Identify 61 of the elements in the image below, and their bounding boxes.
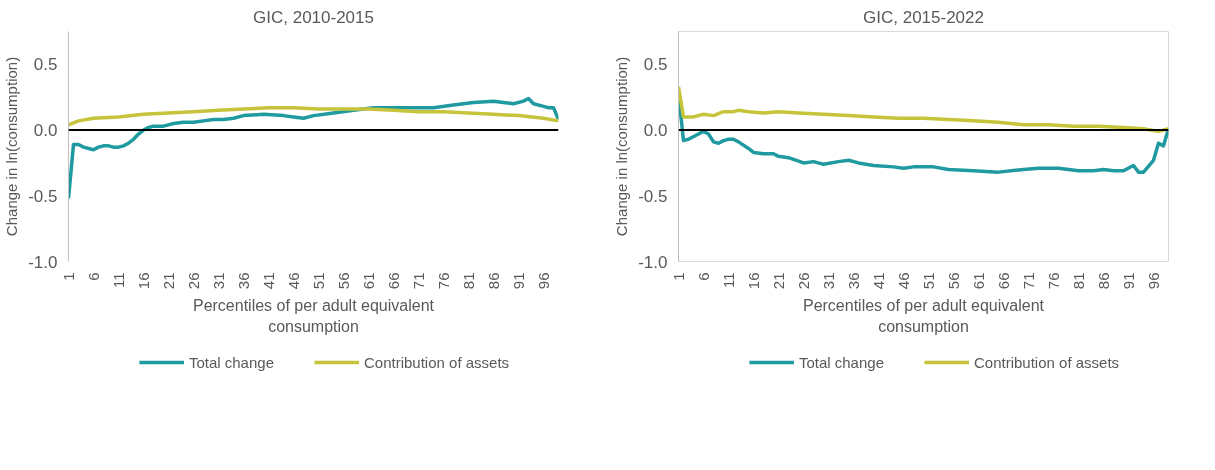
x-tick-label: 56 (334, 272, 352, 290)
y-axis-title: Change in ln(consumption) (3, 56, 21, 237)
x-tick-label: 81 (459, 272, 477, 290)
legend-label: Total change (798, 353, 884, 371)
x-tick-label: 21 (769, 272, 787, 290)
x-tick-label: 71 (1019, 272, 1037, 290)
line-series (678, 84, 1169, 134)
x-tick-label: 66 (384, 272, 402, 290)
x-tick-label: 41 (869, 272, 887, 290)
x-tick-label: 11 (109, 272, 127, 289)
x-tick-label: 16 (134, 272, 152, 290)
x-tick-label: 36 (844, 272, 862, 290)
x-tick-label: 16 (744, 272, 762, 290)
x-tick-label: 26 (794, 272, 812, 290)
x-tick-label: 96 (534, 272, 552, 290)
x-tick-label: 76 (434, 272, 452, 290)
legend-label: Total change (188, 353, 274, 371)
x-axis-title: Percentiles of per adult equivalent consumption (802, 297, 1045, 335)
x-tick-label: 91 (509, 272, 527, 290)
y-tick-label: -0.5 (28, 186, 58, 206)
line-series (68, 105, 559, 127)
legend-label: Contribution of assets (364, 353, 510, 371)
x-tick-label: 6 (694, 272, 712, 281)
x-tick-label: 86 (1094, 272, 1112, 290)
x-tick-label: 36 (234, 272, 252, 290)
x-tick-label: 46 (284, 272, 302, 290)
y-axis-title: Change in ln(consumption) (613, 56, 631, 237)
x-tick-label: 6 (84, 272, 102, 281)
x-axis-title: Percentiles of per adult equivalent consumption (192, 297, 435, 335)
x-tick-label: 91 (1119, 272, 1137, 290)
x-tick-label: 1 (59, 272, 77, 281)
y-tick-label: -1.0 (28, 252, 58, 272)
x-tick-label: 96 (1144, 272, 1162, 290)
x-tick-label: 66 (994, 272, 1012, 290)
x-tick-label: 86 (484, 272, 502, 290)
y-tick-label: 0.0 (643, 121, 668, 141)
x-tick-label: 81 (1069, 272, 1087, 290)
y-tick-label: 0.0 (33, 121, 58, 141)
x-tick-label: 46 (894, 272, 912, 290)
x-tick-label: 1 (669, 272, 687, 281)
x-tick-label: 26 (184, 272, 202, 290)
x-tick-label: 31 (819, 272, 837, 290)
x-tick-label: 41 (259, 272, 277, 290)
y-tick-label: 0.5 (643, 55, 668, 75)
x-tick-label: 76 (1044, 272, 1062, 290)
x-tick-label: 61 (969, 272, 987, 290)
chart-title: GIC, 2015-2022 (863, 7, 984, 27)
x-tick-label: 71 (409, 272, 427, 290)
line-series (68, 96, 559, 201)
x-tick-label: 31 (209, 272, 227, 290)
legend-label: Contribution of assets (974, 353, 1120, 371)
x-tick-label: 11 (719, 272, 737, 289)
x-tick-label: 21 (159, 272, 177, 290)
chart-title: GIC, 2010-2015 (253, 7, 374, 27)
x-tick-label: 61 (359, 272, 377, 290)
y-tick-label: -0.5 (638, 186, 668, 206)
x-tick-label: 56 (944, 272, 962, 290)
y-tick-label: -1.0 (638, 252, 668, 272)
y-tick-label: 0.5 (33, 55, 58, 75)
x-tick-label: 51 (919, 272, 937, 290)
x-tick-label: 51 (309, 272, 327, 290)
